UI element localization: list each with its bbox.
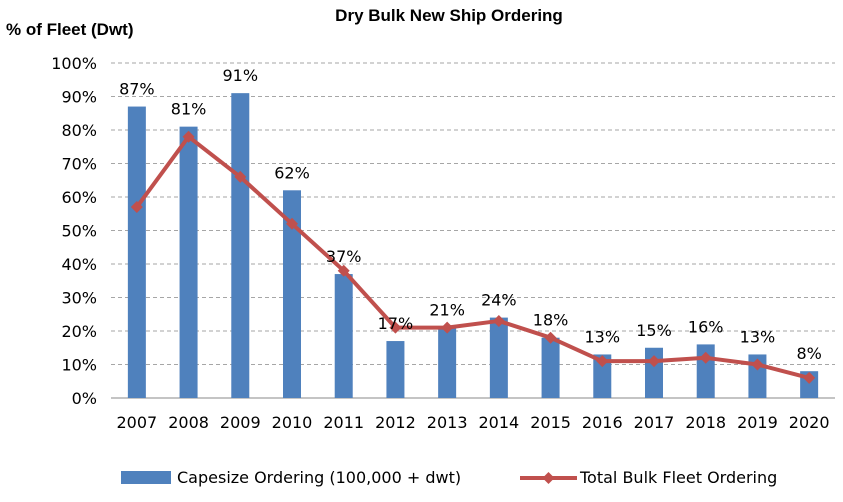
bar: [179, 126, 198, 399]
gridlines: [111, 62, 835, 399]
y-tick-label: 50%: [61, 222, 97, 241]
data-label: 13%: [740, 327, 776, 346]
bar: [593, 354, 612, 398]
x-tick-label: 2018: [685, 413, 726, 432]
data-label: 62%: [274, 163, 310, 182]
legend-swatch-total-marker: [542, 472, 555, 484]
y-axis-ticks: 0% 10% 20% 30% 40% 50% 60% 70% 80% 90% 100%: [51, 54, 97, 408]
y-tick-label: 20%: [61, 322, 97, 341]
data-label: 17%: [378, 314, 414, 333]
x-tick-label: 2009: [220, 413, 261, 432]
x-tick-label: 2011: [323, 413, 364, 432]
line-point: [286, 217, 298, 230]
bar: [438, 327, 457, 398]
line-point: [182, 130, 195, 143]
line-point: [544, 331, 557, 344]
line-path: [135, 134, 810, 380]
data-label: 87%: [119, 80, 155, 99]
data-label: 91%: [223, 66, 259, 85]
line-series: [130, 130, 816, 384]
line-point: [234, 170, 247, 183]
x-tick-label: 2020: [789, 413, 830, 432]
bar: [283, 190, 301, 398]
x-axis-ticks: 2007 2008 2009 2010 2011 2012 2013 2014 2015 2016…: [116, 413, 829, 432]
x-tick-label: 2013: [427, 413, 468, 432]
data-labels: 87% 81% 91% 62% 37% 17% 21% 24% 18% 13% 15% 16% 13% 8…: [119, 66, 822, 363]
data-label: 37%: [326, 247, 362, 266]
y-tick-label: 10%: [61, 356, 97, 375]
data-label: 18%: [533, 311, 569, 330]
data-label: 8%: [796, 344, 821, 363]
bar: [541, 337, 560, 398]
line-point: [803, 371, 816, 384]
data-label: 13%: [585, 327, 621, 346]
line-point: [699, 351, 712, 364]
y-tick-label: 30%: [61, 289, 97, 308]
y-tick-label: 0%: [72, 389, 97, 408]
x-tick-label: 2015: [530, 413, 571, 432]
data-label: 24%: [481, 291, 517, 310]
bar: [231, 93, 250, 399]
chart-title: Dry Bulk New Ship Ordering: [335, 6, 563, 25]
bar: [489, 317, 508, 398]
y-tick-label: 100%: [51, 54, 97, 73]
y-tick-label: 70%: [61, 155, 97, 174]
legend-swatch-capesize: [121, 471, 171, 484]
line-point: [492, 314, 505, 327]
x-tick-label: 2016: [582, 413, 623, 432]
y-tick-label: 60%: [61, 188, 97, 207]
line-point: [130, 201, 143, 214]
y-tick-label: 80%: [61, 121, 97, 140]
data-label: 21%: [429, 301, 465, 320]
data-label: 16%: [688, 317, 724, 336]
x-tick-label: 2019: [737, 413, 778, 432]
legend-label-total: Total Bulk Fleet Ordering: [579, 468, 777, 487]
data-label: 15%: [636, 321, 672, 340]
line-point: [648, 355, 660, 368]
line-point: [389, 321, 402, 334]
line-point: [751, 358, 764, 371]
x-tick-label: 2014: [478, 413, 519, 432]
bar: [127, 106, 146, 399]
x-tick-label: 2017: [634, 413, 675, 432]
legend: Capesize Ordering (100,000 + dwt) Total …: [121, 468, 777, 487]
bar: [334, 274, 353, 398]
y-tick-label: 40%: [61, 255, 97, 274]
x-tick-label: 2008: [168, 413, 209, 432]
line-point: [596, 355, 609, 368]
bar: [386, 341, 405, 398]
legend-label-capesize: Capesize Ordering (100,000 + dwt): [177, 468, 461, 487]
x-tick-label: 2010: [272, 413, 313, 432]
y-axis-label: % of Fleet (Dwt): [6, 20, 134, 39]
x-tick-label: 2012: [375, 413, 416, 432]
bar-series: [127, 93, 819, 399]
x-tick-label: 2007: [116, 413, 157, 432]
y-tick-label: 90%: [61, 88, 97, 107]
line-point: [441, 321, 454, 334]
data-label: 81%: [171, 100, 207, 119]
line-point: [337, 264, 350, 277]
